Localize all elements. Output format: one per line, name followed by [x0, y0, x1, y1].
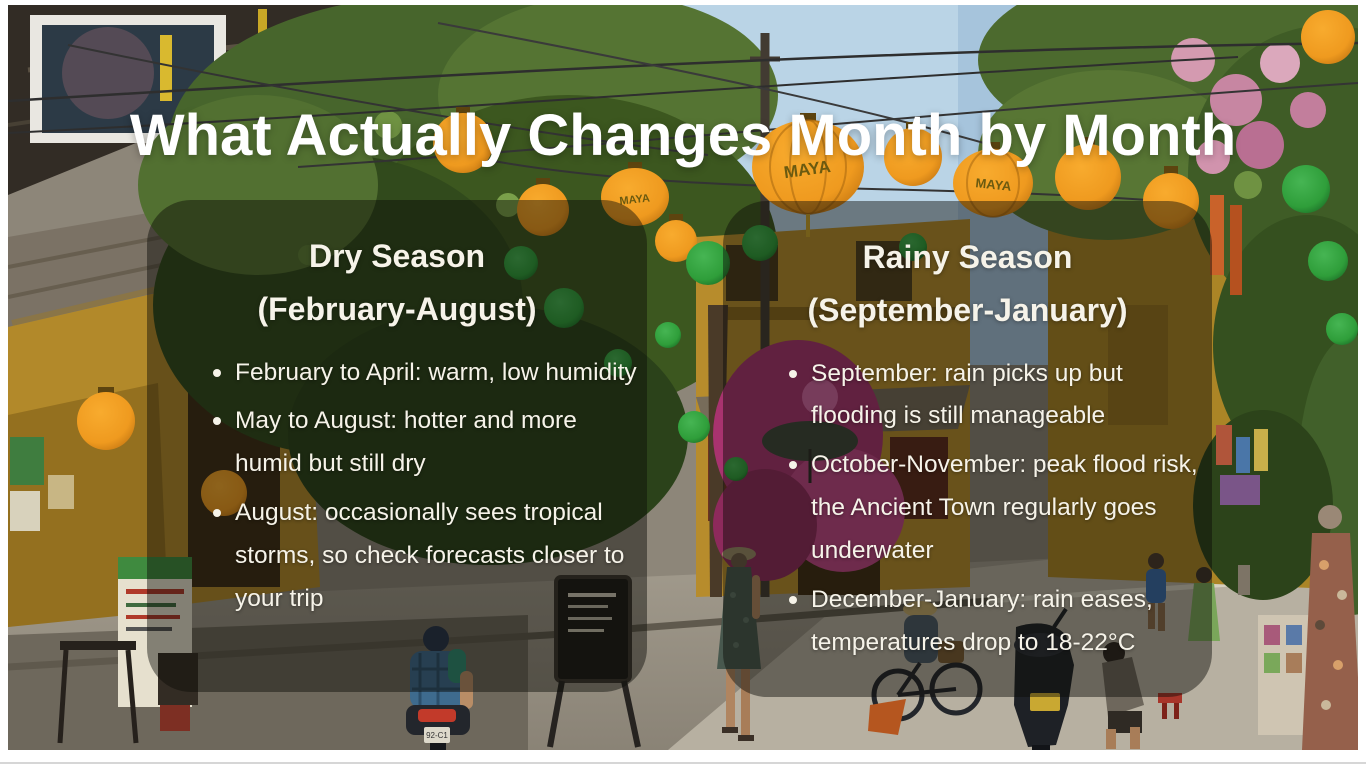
bullet-item: February to April: warm, low humidity — [207, 352, 639, 395]
bullet-item: May to August: hotter and more humid but… — [207, 400, 639, 486]
lantern-label: MAYA — [619, 192, 651, 207]
lanterns-group: MAYA MAYA MAYA — [433, 10, 1358, 481]
bougainvillea — [713, 340, 905, 581]
people-group: 92-C1 — [406, 547, 1250, 750]
card-dry-season: Dry Season (February-August) February to… — [147, 200, 647, 692]
shop-display — [1216, 425, 1358, 750]
card-rainy-heading: Rainy Season (September-January) — [723, 231, 1212, 337]
card-dry-bullet-list: February to April: warm, low humidity Ma… — [207, 352, 639, 621]
bullet-item: December-January: rain eases, temperatur… — [783, 579, 1204, 665]
card-rainy-season: Rainy Season (September-January) Septemb… — [723, 201, 1212, 697]
bullet-item: October-November: peak flood risk, the A… — [783, 444, 1204, 573]
card-dry-heading-line2: (February-August) — [257, 290, 537, 327]
card-dry-heading: Dry Season (February-August) — [147, 230, 647, 336]
slide: MAYA MAYA MAYA — [8, 5, 1358, 750]
lantern-label: MAYA — [975, 175, 1013, 194]
license-plate: 92-C1 — [426, 731, 448, 740]
slide-title: What Actually Changes Month by Month — [129, 102, 1237, 168]
bullet-item: August: occasionally sees tropical storm… — [207, 492, 639, 621]
street-signs — [57, 557, 641, 748]
window-bottom-rule — [0, 762, 1366, 764]
trees-left — [138, 5, 778, 565]
card-rainy-heading-line2: (September-January) — [807, 291, 1128, 328]
background-photo: MAYA MAYA MAYA — [8, 5, 1358, 750]
card-dry-heading-line1: Dry Season — [308, 238, 486, 274]
card-rainy-bullet-list: September: rain picks up but flooding is… — [783, 353, 1204, 665]
card-rainy-heading-line1: Rainy Season — [862, 239, 1073, 275]
bullet-item: September: rain picks up but flooding is… — [783, 353, 1204, 439]
